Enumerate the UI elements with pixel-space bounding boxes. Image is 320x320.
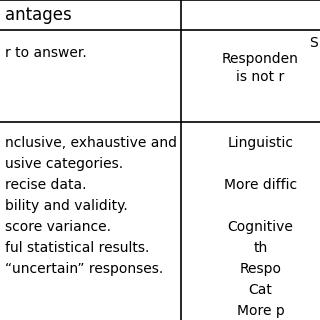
Text: antages: antages: [5, 6, 72, 24]
Text: Cognitive: Cognitive: [228, 220, 293, 234]
Text: More diffic: More diffic: [224, 178, 297, 192]
Text: th: th: [253, 241, 268, 255]
Text: nclusive, exhaustive and: nclusive, exhaustive and: [5, 136, 177, 150]
Text: Respo: Respo: [239, 262, 281, 276]
Text: Responden: Responden: [222, 52, 299, 66]
Text: bility and validity.: bility and validity.: [5, 199, 128, 213]
Text: More p: More p: [236, 304, 284, 318]
Text: ful statistical results.: ful statistical results.: [5, 241, 149, 255]
Text: Linguistic: Linguistic: [228, 136, 293, 150]
Text: usive categories.: usive categories.: [5, 157, 123, 171]
Text: score variance.: score variance.: [5, 220, 111, 234]
Text: S: S: [309, 36, 318, 50]
Text: “uncertain” responses.: “uncertain” responses.: [5, 262, 163, 276]
Text: recise data.: recise data.: [5, 178, 86, 192]
Text: Cat: Cat: [248, 283, 272, 297]
Text: is not r: is not r: [236, 70, 284, 84]
Text: r to answer.: r to answer.: [5, 46, 87, 60]
